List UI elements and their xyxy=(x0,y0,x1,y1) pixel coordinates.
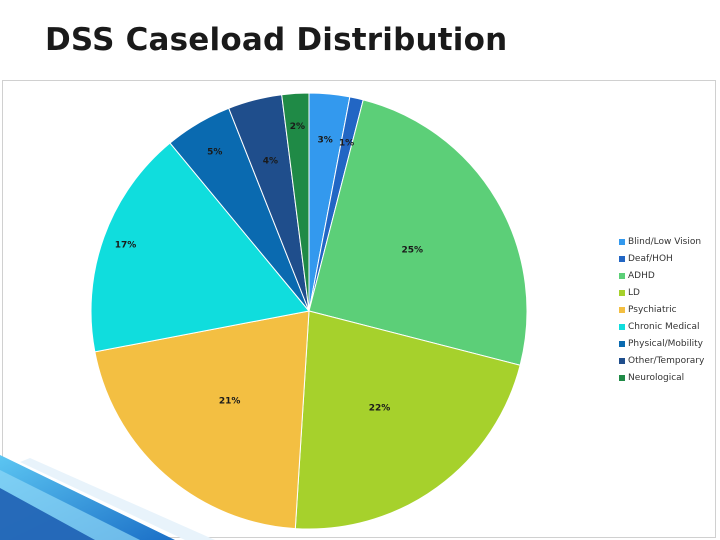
legend-item-psychiatric: Psychiatric xyxy=(619,302,709,319)
legend-label: Psychiatric xyxy=(628,305,677,315)
data-label-blind-low-vision: 3% xyxy=(318,135,333,145)
legend-label: Physical/Mobility xyxy=(628,338,703,349)
data-label-chronic-medical: 17% xyxy=(115,240,137,250)
data-label-deaf-hoh: 1% xyxy=(339,139,354,149)
corner-decoration xyxy=(0,455,215,540)
legend-label: ADHD xyxy=(628,271,655,282)
legend-swatch xyxy=(619,323,625,330)
legend-swatch xyxy=(619,340,625,347)
legend-item-physical-mobility: Physical/Mobility xyxy=(619,335,709,352)
legend-swatch xyxy=(619,307,625,313)
data-label-physical-mobility: 5% xyxy=(207,147,222,157)
legend-item-neurological: Neurological xyxy=(619,369,709,386)
legend-label: Blind/Low Vision xyxy=(628,237,702,248)
legend-item-ld: LD xyxy=(619,285,709,302)
legend-item-other-temporary: Other/Temporary xyxy=(619,352,709,369)
legend-swatch xyxy=(619,374,625,381)
slide-title: DSS Caseload Distribution xyxy=(45,22,508,58)
legend-item-adhd: ADHD xyxy=(619,268,709,285)
chart-frame xyxy=(2,80,716,538)
legend-swatch xyxy=(619,357,625,364)
data-label-neurological: 2% xyxy=(290,122,305,132)
data-label-ld: 22% xyxy=(369,404,391,414)
pie-slice-adhd xyxy=(308,99,528,366)
pie-slice-psychiatric xyxy=(94,310,310,530)
legend-item-blind-low-vision: Blind/Low Vision xyxy=(619,234,709,251)
legend-swatch xyxy=(619,273,625,280)
data-label-other-temporary: 4% xyxy=(263,156,278,166)
pie-slice-neurological xyxy=(281,92,310,312)
legend-swatch xyxy=(619,256,625,263)
data-label-psychiatric: 21% xyxy=(219,397,241,407)
legend-label: Other/Temporary xyxy=(628,355,705,366)
legend-label: Chronic Medical xyxy=(628,321,700,332)
chart-legend: Blind/Low Vision Deaf/HOH ADHD LD Psychiatri… xyxy=(619,234,709,386)
pie-slice-ld xyxy=(294,310,521,530)
data-label-adhd: 25% xyxy=(402,245,424,255)
legend-swatch xyxy=(619,239,625,246)
legend-swatch xyxy=(619,290,625,297)
legend-item-deaf-hoh: Deaf/HOH xyxy=(619,251,709,268)
legend-item-chronic-medical: Chronic Medical xyxy=(619,318,709,335)
legend-label: Deaf/HOH xyxy=(628,254,673,265)
legend-label: Neurological xyxy=(628,372,685,383)
pie-slice-chronic-medical xyxy=(90,142,310,353)
legend-label: LD xyxy=(628,288,640,299)
